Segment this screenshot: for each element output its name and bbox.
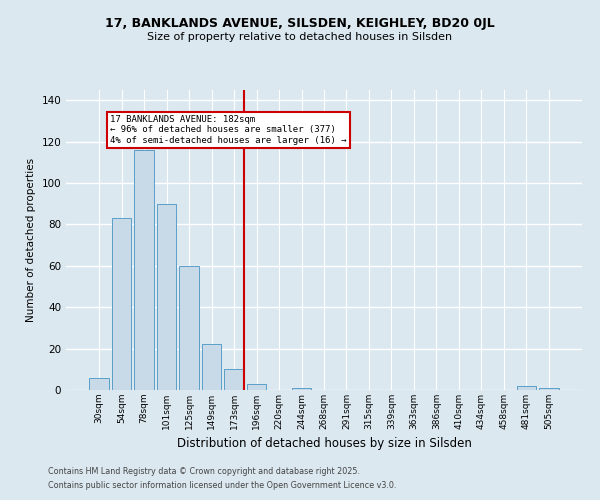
Text: 17, BANKLANDS AVENUE, SILSDEN, KEIGHLEY, BD20 0JL: 17, BANKLANDS AVENUE, SILSDEN, KEIGHLEY,… — [105, 18, 495, 30]
Bar — [179, 266, 199, 390]
Bar — [539, 388, 559, 390]
X-axis label: Distribution of detached houses by size in Silsden: Distribution of detached houses by size … — [176, 438, 472, 450]
Bar — [134, 150, 154, 390]
Text: 17 BANKLANDS AVENUE: 182sqm
← 96% of detached houses are smaller (377)
4% of sem: 17 BANKLANDS AVENUE: 182sqm ← 96% of det… — [110, 115, 347, 144]
Bar — [292, 388, 311, 390]
Y-axis label: Number of detached properties: Number of detached properties — [26, 158, 36, 322]
Bar — [224, 370, 244, 390]
Bar — [247, 384, 266, 390]
Bar — [202, 344, 221, 390]
Bar — [112, 218, 131, 390]
Text: Contains public sector information licensed under the Open Government Licence v3: Contains public sector information licen… — [48, 481, 397, 490]
Text: Size of property relative to detached houses in Silsden: Size of property relative to detached ho… — [148, 32, 452, 42]
Bar — [157, 204, 176, 390]
Bar — [517, 386, 536, 390]
Bar — [89, 378, 109, 390]
Text: Contains HM Land Registry data © Crown copyright and database right 2025.: Contains HM Land Registry data © Crown c… — [48, 467, 360, 476]
